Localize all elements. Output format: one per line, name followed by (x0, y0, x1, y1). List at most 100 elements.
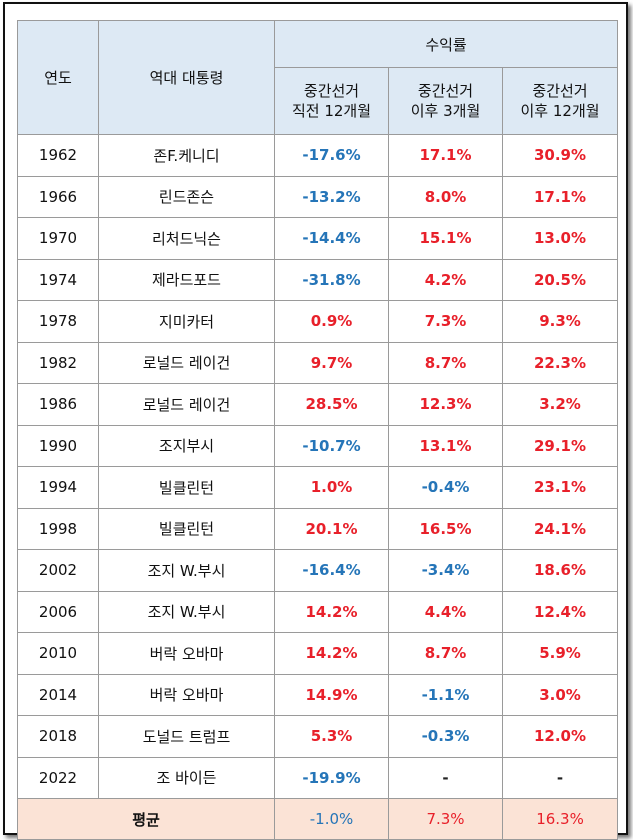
president-cell: 버락 오바마 (98, 632, 275, 675)
pre-12m-cell: -14.4% (274, 217, 389, 260)
post-3m-cell: -0.3% (388, 715, 503, 758)
year-cell: 2022 (17, 756, 99, 799)
year-cell: 1982 (17, 341, 99, 384)
president-cell: 지미카터 (98, 300, 275, 343)
post-12m-cell: - (501, 756, 619, 799)
post-12m-cell: 24.1% (501, 507, 619, 550)
average-label: 평균 (17, 798, 275, 840)
president-cell: 존F.케니디 (98, 134, 275, 177)
year-cell: 1974 (17, 258, 99, 301)
midterm-returns-table: 연도 역대 대통령 수익률 중간선거 직전 12개월 중간선거 이후 3개월 중… (17, 20, 619, 840)
president-cell: 빌클린턴 (98, 507, 275, 550)
pre-12m-cell: 14.2% (274, 590, 389, 633)
post-12m-cell: 20.5% (501, 258, 619, 301)
president-cell: 조지부시 (98, 424, 275, 467)
header-pre-12m: 중간선거 직전 12개월 (274, 67, 389, 135)
header-post-12m: 중간선거 이후 12개월 (501, 67, 619, 135)
pre-12m-cell: -13.2% (274, 175, 389, 218)
post-3m-cell: -3.4% (388, 549, 503, 592)
president-cell: 빌클린턴 (98, 466, 275, 509)
pre-12m-cell: 5.3% (274, 715, 389, 758)
president-cell: 린드존슨 (98, 175, 275, 218)
post-3m-cell: 17.1% (388, 134, 503, 177)
post-12m-cell: 5.9% (501, 632, 619, 675)
pre-12m-cell: 14.9% (274, 673, 389, 716)
post-12m-cell: 9.3% (501, 300, 619, 343)
table-row: 1986 로널드 레이건 28.5% 12.3% 3.2% (17, 383, 619, 426)
pre-12m-cell: 14.2% (274, 632, 389, 675)
post-3m-cell: 12.3% (388, 383, 503, 426)
pre-12m-cell: -31.8% (274, 258, 389, 301)
average-post-12m: 16.3% (501, 798, 619, 840)
pre-12m-cell: 20.1% (274, 507, 389, 550)
post-12m-cell: 30.9% (501, 134, 619, 177)
table-row: 1998 빌클린턴 20.1% 16.5% 24.1% (17, 507, 619, 550)
post-3m-cell: 8.7% (388, 632, 503, 675)
post-12m-cell: 3.2% (501, 383, 619, 426)
post-12m-cell: 13.0% (501, 217, 619, 260)
post-3m-cell: -1.1% (388, 673, 503, 716)
table-row: 2022 조 바이든 -19.9% - - (17, 756, 619, 799)
table-row: 2002 조지 W.부시 -16.4% -3.4% 18.6% (17, 549, 619, 592)
year-cell: 2006 (17, 590, 99, 633)
table-row: 2014 버락 오바마 14.9% -1.1% 3.0% (17, 673, 619, 716)
year-cell: 2002 (17, 549, 99, 592)
pre-12m-cell: 1.0% (274, 466, 389, 509)
average-row: 평균 -1.0% 7.3% 16.3% (17, 798, 619, 840)
year-cell: 1994 (17, 466, 99, 509)
post-12m-cell: 23.1% (501, 466, 619, 509)
post-12m-cell: 12.0% (501, 715, 619, 758)
average-post-3m: 7.3% (388, 798, 503, 840)
president-cell: 조지 W.부시 (98, 590, 275, 633)
year-cell: 1990 (17, 424, 99, 467)
header-returns: 수익률 (273, 20, 619, 68)
pre-12m-cell: -17.6% (274, 134, 389, 177)
year-cell: 1970 (17, 217, 99, 260)
president-cell: 리처드닉슨 (98, 217, 275, 260)
table-row: 1990 조지부시 -10.7% 13.1% 29.1% (17, 424, 619, 467)
year-cell: 2014 (17, 673, 99, 716)
post-12m-cell: 12.4% (501, 590, 619, 633)
table-row: 1966 린드존슨 -13.2% 8.0% 17.1% (17, 175, 619, 218)
year-cell: 2018 (17, 715, 99, 758)
pre-12m-cell: 0.9% (274, 300, 389, 343)
average-pre-12m: -1.0% (274, 798, 389, 840)
post-3m-cell: 15.1% (388, 217, 503, 260)
president-cell: 조 바이든 (98, 756, 275, 799)
year-cell: 1998 (17, 507, 99, 550)
table-row: 1982 로널드 레이건 9.7% 8.7% 22.3% (17, 341, 619, 384)
year-cell: 1962 (17, 134, 99, 177)
post-3m-cell: 4.2% (388, 258, 503, 301)
pre-12m-cell: -10.7% (274, 424, 389, 467)
post-12m-cell: 29.1% (501, 424, 619, 467)
year-cell: 1966 (17, 175, 99, 218)
table-row: 2006 조지 W.부시 14.2% 4.4% 12.4% (17, 590, 619, 633)
post-3m-cell: 16.5% (388, 507, 503, 550)
post-3m-cell: 8.0% (388, 175, 503, 218)
year-cell: 1986 (17, 383, 99, 426)
table-row: 1970 리처드닉슨 -14.4% 15.1% 13.0% (17, 217, 619, 260)
post-12m-cell: 3.0% (501, 673, 619, 716)
president-cell: 조지 W.부시 (98, 549, 275, 592)
post-3m-cell: 4.4% (388, 590, 503, 633)
president-cell: 로널드 레이건 (98, 341, 275, 384)
president-cell: 제라드포드 (98, 258, 275, 301)
table-row: 1978 지미카터 0.9% 7.3% 9.3% (17, 300, 619, 343)
post-3m-cell: 8.7% (388, 341, 503, 384)
table-row: 1994 빌클린턴 1.0% -0.4% 23.1% (17, 466, 619, 509)
table-body: 1962 존F.케니디 -17.6% 17.1% 30.9% 1966 린드존슨 -13.2%… (17, 134, 619, 799)
table-row: 2010 버락 오바마 14.2% 8.7% 5.9% (17, 632, 619, 675)
header-president: 역대 대통령 (98, 20, 275, 135)
president-cell: 도널드 트럼프 (98, 715, 275, 758)
president-cell: 로널드 레이건 (98, 383, 275, 426)
pre-12m-cell: 28.5% (274, 383, 389, 426)
post-3m-cell: 7.3% (388, 300, 503, 343)
table-row: 1962 존F.케니디 -17.6% 17.1% 30.9% (17, 134, 619, 177)
pre-12m-cell: -19.9% (274, 756, 389, 799)
year-cell: 1978 (17, 300, 99, 343)
header-post-3m: 중간선거 이후 3개월 (388, 67, 503, 135)
pre-12m-cell: -16.4% (274, 549, 389, 592)
post-3m-cell: 13.1% (388, 424, 503, 467)
post-12m-cell: 22.3% (501, 341, 619, 384)
president-cell: 버락 오바마 (98, 673, 275, 716)
